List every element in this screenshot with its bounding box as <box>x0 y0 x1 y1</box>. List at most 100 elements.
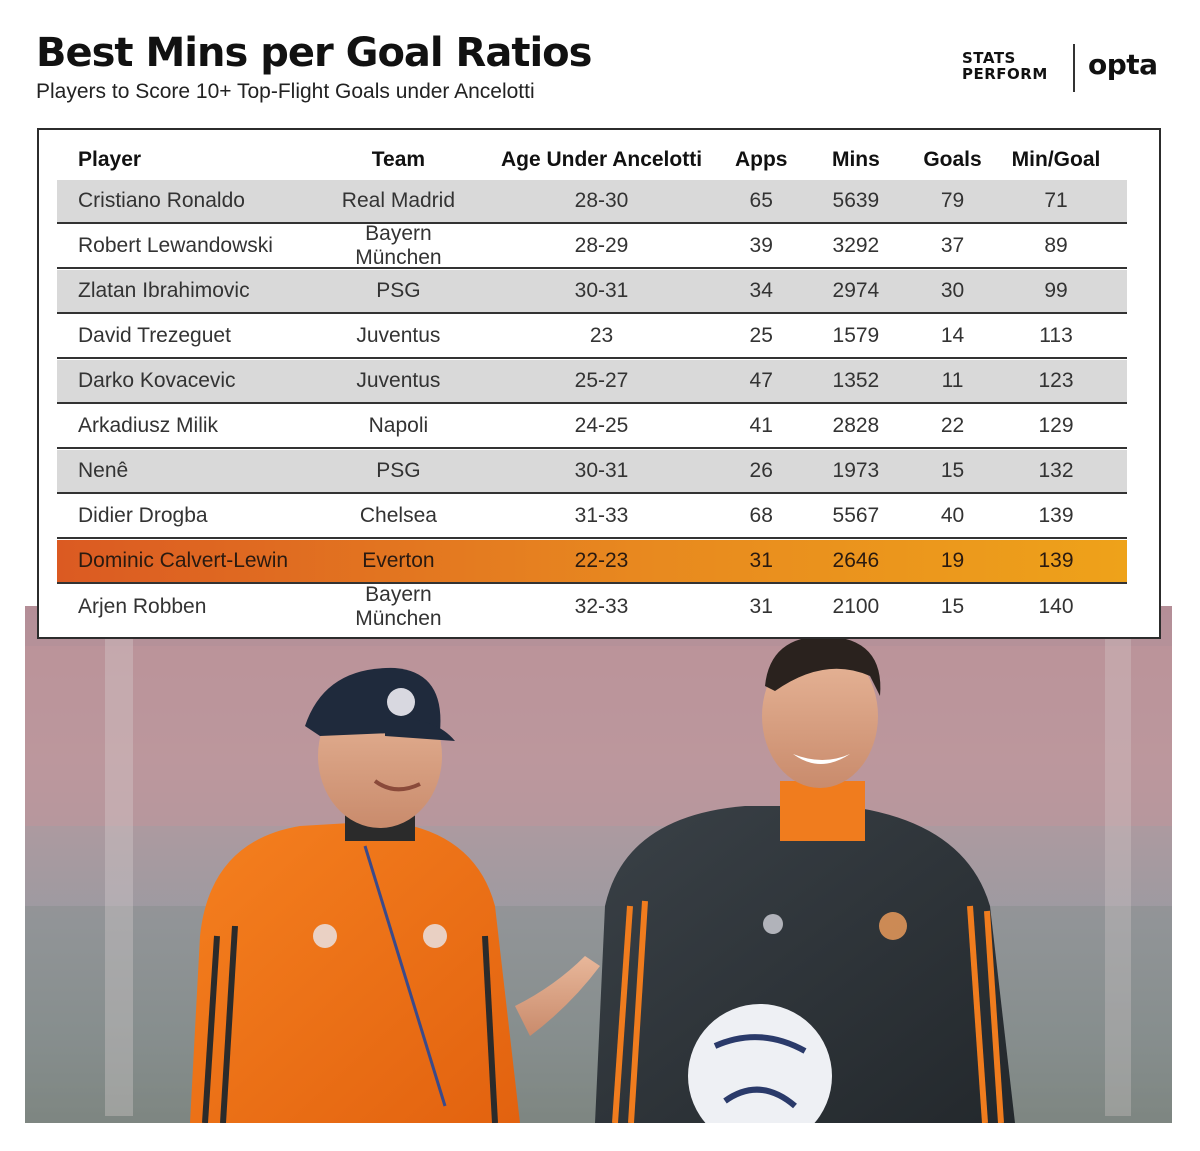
cell-apps: 31 <box>749 549 773 572</box>
table-row: Zlatan Ibrahimovic PSG 30-31 34 2974 30 99 <box>57 270 1127 314</box>
chart-title: Best Mins per Goal Ratios <box>36 30 592 76</box>
cell-goals: 30 <box>940 279 965 302</box>
table-row: Robert Lewandowski Bayern München 28-29 39 3… <box>57 222 1127 269</box>
table-row: Cristiano Ronaldo Real Madrid 28-30 65 5639 7… <box>57 180 1127 224</box>
cell-player: Darko Kovacevic <box>78 369 236 392</box>
cell-goals: 15 <box>940 595 965 618</box>
cell-goals: 79 <box>940 189 965 212</box>
cell-goals: 19 <box>940 549 965 572</box>
header-mins: Mins <box>831 148 880 171</box>
table-row: Dominic Calvert-Lewin Everton 22-23 31 2646 1… <box>57 540 1127 584</box>
cell-mins: 2646 <box>832 549 880 572</box>
training-photo-illustration <box>25 636 1172 1123</box>
header-team: Team <box>371 148 426 171</box>
opta-logo: opta <box>1088 48 1158 81</box>
cell-goals: 15 <box>940 459 965 482</box>
table-row: Didier Drogba Chelsea 31-33 68 5567 40 139 <box>57 495 1127 539</box>
cell-age: 32-33 <box>574 595 629 618</box>
cell-min-per-goal: 139 <box>1038 504 1074 527</box>
cell-goals: 22 <box>940 414 965 437</box>
header-age: Age Under Ancelotti <box>500 148 703 171</box>
cell-min-per-goal: 132 <box>1038 459 1074 482</box>
cell-player: Cristiano Ronaldo <box>78 189 245 212</box>
cell-player: Robert Lewandowski <box>78 234 273 257</box>
brand-divider <box>1073 44 1075 92</box>
cell-apps: 47 <box>749 369 773 392</box>
cell-team: Juventus <box>356 369 441 392</box>
table-row: David Trezeguet Juventus 23 25 1579 14 113 <box>57 315 1127 359</box>
pillar-right <box>1105 636 1131 1116</box>
cell-mins: 3292 <box>832 234 880 257</box>
cell-goals: 40 <box>940 504 965 527</box>
chart-subtitle: Players to Score 10+ Top-Flight Goals un… <box>36 80 535 103</box>
coach-figure <box>190 667 600 1123</box>
cell-age: 30-31 <box>574 279 629 302</box>
cell-apps: 65 <box>749 189 773 212</box>
cell-mins: 1973 <box>832 459 880 482</box>
cell-apps: 25 <box>749 324 773 347</box>
cell-age: 31-33 <box>574 504 629 527</box>
cell-goals: 11 <box>941 369 964 392</box>
cell-team: Everton <box>362 549 435 572</box>
cell-min-per-goal: 89 <box>1044 234 1068 257</box>
header-min-per-goal: Min/Goal <box>1011 148 1101 171</box>
pillar-left <box>105 636 133 1116</box>
cell-team: Real Madrid <box>341 189 456 212</box>
cell-min-per-goal: 113 <box>1039 324 1073 347</box>
stadium-seats <box>25 646 1172 826</box>
cell-goals: 14 <box>940 324 965 347</box>
cell-apps: 68 <box>749 504 773 527</box>
cell-apps: 31 <box>749 595 773 618</box>
header-goals: Goals <box>923 148 982 171</box>
cell-player: Dominic Calvert-Lewin <box>78 549 289 572</box>
cell-team: PSG <box>376 459 421 482</box>
cell-team: PSG <box>376 279 421 302</box>
header-apps: Apps <box>734 148 788 171</box>
cell-mins: 1352 <box>832 369 880 392</box>
cell-apps: 34 <box>749 279 773 302</box>
cell-team: Bayern München <box>355 583 442 630</box>
header-player: Player <box>78 148 142 171</box>
cell-team: Napoli <box>368 414 429 437</box>
cell-age: 23 <box>589 324 614 347</box>
cell-player: Zlatan Ibrahimovic <box>78 279 250 302</box>
cell-min-per-goal: 99 <box>1044 279 1068 302</box>
cell-player: David Trezeguet <box>78 324 231 347</box>
cell-apps: 26 <box>749 459 773 482</box>
cell-mins: 1579 <box>832 324 880 347</box>
cell-team: Bayern München <box>355 222 442 269</box>
cell-mins: 2828 <box>832 414 880 437</box>
cell-mins: 5639 <box>832 189 880 212</box>
cell-min-per-goal: 139 <box>1038 549 1074 572</box>
cell-age: 24-25 <box>574 414 629 437</box>
cell-mins: 5567 <box>832 504 880 527</box>
stats-logo-line2: PERFORM <box>962 65 1048 83</box>
stats-logo-line1: STATS <box>962 49 1016 67</box>
cell-mins: 2100 <box>832 595 880 618</box>
cell-min-per-goal: 129 <box>1038 414 1074 437</box>
cell-player: Arjen Robben <box>78 595 207 618</box>
cell-age: 28-29 <box>574 234 629 257</box>
cell-age: 25-27 <box>574 369 629 392</box>
cell-min-per-goal: 123 <box>1038 369 1074 392</box>
cell-age: 28-30 <box>574 189 629 212</box>
cell-goals: 37 <box>940 234 965 257</box>
table-row: Arjen Robben Bayern München 32-33 31 2100 15 1… <box>57 583 1127 630</box>
table-row: Nenê PSG 30-31 26 1973 15 132 <box>57 450 1127 494</box>
cell-player: Arkadiusz Milik <box>78 414 219 437</box>
table-row: Darko Kovacevic Juventus 25-27 47 1352 11 123 <box>57 360 1127 404</box>
cell-min-per-goal: 71 <box>1044 189 1068 212</box>
cell-player: Didier Drogba <box>78 504 208 527</box>
cell-team: Juventus <box>356 324 441 347</box>
cell-team: Chelsea <box>359 504 437 527</box>
table-row: Arkadiusz Milik Napoli 24-25 41 2828 22 129 <box>57 405 1127 449</box>
cell-player: Nenê <box>78 459 129 482</box>
player-figure <box>595 636 1015 1123</box>
cell-mins: 2974 <box>832 279 880 302</box>
cell-age: 22-23 <box>574 549 629 572</box>
cell-apps: 41 <box>749 414 773 437</box>
stats-table-panel: Player Team Age Under Ancelotti Apps Min… <box>37 128 1161 639</box>
background-photo <box>25 606 1172 1123</box>
cell-age: 30-31 <box>574 459 629 482</box>
stats-perform-logo: STATS PERFORM <box>962 50 1072 82</box>
